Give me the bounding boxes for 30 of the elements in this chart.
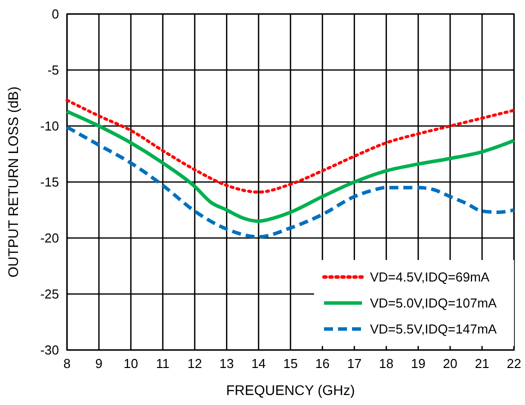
y-tick-label: -15 xyxy=(40,174,59,190)
x-axis-title: FREQUENCY (GHz) xyxy=(226,382,355,398)
x-tick-label: 17 xyxy=(347,356,362,371)
x-tick-label: 10 xyxy=(124,356,138,371)
x-tick-label: 15 xyxy=(283,356,298,371)
x-tick-label: 12 xyxy=(187,356,202,371)
x-tick-label: 11 xyxy=(156,356,170,371)
y-tick-label: -30 xyxy=(40,342,59,358)
x-tick-label: 14 xyxy=(251,356,266,371)
x-tick-label: 8 xyxy=(63,356,71,371)
legend-label: VD=5.5V,IDQ=147mA xyxy=(370,322,498,336)
y-tick-label: -5 xyxy=(47,62,59,78)
line-series xyxy=(66,98,516,194)
x-tick-label: 16 xyxy=(315,356,330,371)
legend-label: VD=4.5V,IDQ=69mA xyxy=(370,270,490,284)
line-series xyxy=(65,110,516,223)
x-tick-label: 20 xyxy=(442,356,458,371)
y-tick-label: 0 xyxy=(52,6,59,22)
x-tick-label: 22 xyxy=(506,356,522,371)
y-axis-title: OUTPUT RETURN LOSS (dB) xyxy=(5,86,21,278)
line-series xyxy=(65,125,516,239)
y-tick-label: -20 xyxy=(40,230,59,246)
y-tick-label: -10 xyxy=(40,118,59,134)
y-tick-label: -25 xyxy=(40,286,59,302)
x-tick-label: 13 xyxy=(219,356,234,371)
x-tick-label: 18 xyxy=(379,356,394,371)
x-tick-label: 19 xyxy=(410,356,426,371)
x-tick-label: 9 xyxy=(95,356,103,371)
x-tick-label: 21 xyxy=(474,356,490,371)
legend-label: VD=5.0V,IDQ=107mA xyxy=(370,296,498,310)
